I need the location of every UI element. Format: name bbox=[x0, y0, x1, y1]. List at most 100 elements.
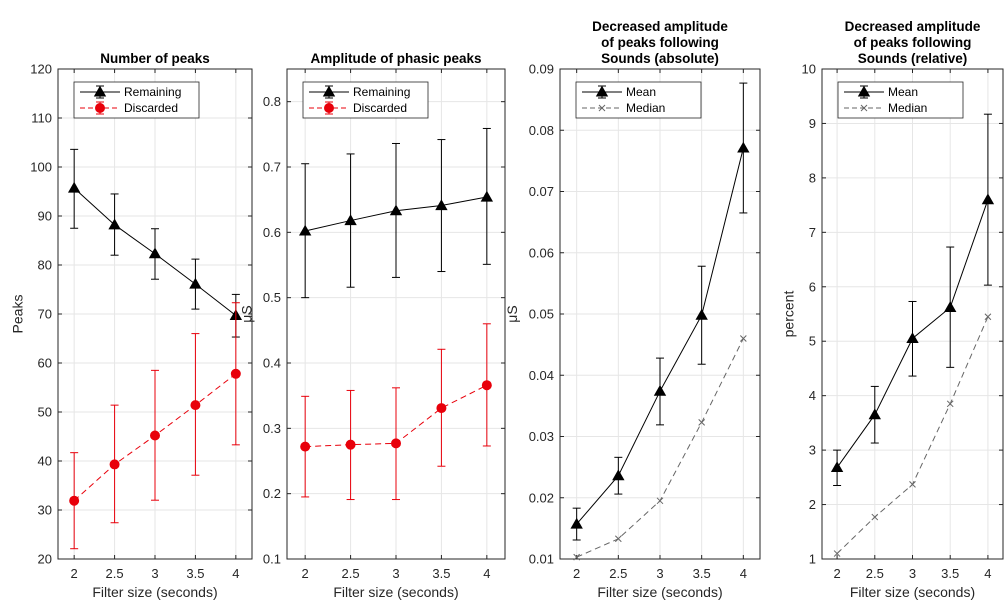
y-tick-label: 70 bbox=[38, 307, 52, 322]
series-2 bbox=[573, 335, 747, 561]
data-point bbox=[612, 469, 625, 481]
y-tick-label: 7 bbox=[809, 225, 816, 240]
y-tick-label: 0.7 bbox=[263, 160, 281, 175]
x-tick-label: 3.5 bbox=[693, 566, 711, 581]
series-2 bbox=[69, 302, 241, 550]
data-point bbox=[298, 224, 312, 236]
data-point bbox=[656, 497, 664, 505]
x-tick-label: 2 bbox=[573, 566, 580, 581]
data-point bbox=[148, 247, 162, 259]
legend-box bbox=[73, 81, 200, 119]
data-point bbox=[108, 218, 121, 230]
y-tick-label: 0.2 bbox=[263, 486, 281, 501]
x-tick-label: 3 bbox=[151, 566, 158, 581]
legend: Mean Median bbox=[575, 81, 702, 119]
y-tick-label: 9 bbox=[809, 116, 816, 131]
series-1 bbox=[830, 113, 995, 486]
x-axis-label: Filter size (seconds) bbox=[92, 584, 217, 600]
series-1 bbox=[570, 82, 750, 541]
y-tick-label: 80 bbox=[38, 258, 52, 273]
legend-label: Mean bbox=[626, 85, 656, 99]
data-point bbox=[573, 553, 581, 561]
data-point bbox=[109, 459, 120, 470]
y-tick-label: 6 bbox=[809, 279, 816, 294]
legend-marker bbox=[598, 104, 606, 112]
data-point bbox=[189, 277, 202, 289]
y-tick-label: 30 bbox=[38, 503, 52, 518]
chart-title: Amplitude of phasic peaks bbox=[310, 51, 481, 66]
data-point bbox=[695, 308, 708, 320]
x-tick-label: 2.5 bbox=[106, 566, 124, 581]
data-point bbox=[436, 403, 447, 414]
data-point bbox=[300, 441, 311, 452]
y-tick-label: 40 bbox=[38, 454, 52, 469]
y-tick-label: 5 bbox=[809, 334, 816, 349]
legend-label: Discarded bbox=[353, 101, 407, 115]
x-tick-label: 3.5 bbox=[941, 566, 959, 581]
x-marker-stroke bbox=[656, 497, 664, 505]
y-tick-label: 0.09 bbox=[529, 62, 554, 77]
x-tick-label: 3.5 bbox=[186, 566, 204, 581]
x-tick-label: 2.5 bbox=[609, 566, 627, 581]
data-point bbox=[944, 301, 957, 312]
data-point bbox=[653, 384, 667, 396]
series-2 bbox=[300, 323, 492, 501]
y-tick-label: 4 bbox=[809, 388, 816, 403]
legend-label: Remaining bbox=[124, 85, 181, 99]
data-point bbox=[391, 438, 401, 449]
y-tick-label: 60 bbox=[38, 356, 52, 371]
x-tick-label: 2 bbox=[302, 566, 309, 581]
y-tick-label: 1 bbox=[809, 552, 816, 567]
chart-title: Sounds (absolute) bbox=[601, 51, 719, 66]
y-tick-label: 0.01 bbox=[529, 552, 554, 567]
legend-label: Median bbox=[626, 101, 665, 115]
series-2 bbox=[833, 313, 992, 557]
data-point bbox=[69, 495, 80, 506]
data-point bbox=[389, 204, 403, 216]
x-tick-label: 4 bbox=[984, 566, 991, 581]
legend-marker bbox=[322, 85, 336, 97]
data-point bbox=[737, 141, 750, 153]
y-tick-label: 120 bbox=[30, 62, 52, 77]
x-tick-label: 4 bbox=[232, 566, 239, 581]
chart-title: Number of peaks bbox=[100, 51, 210, 66]
data-point bbox=[984, 313, 992, 321]
subplot-1: 2 2.5 3 3.5 4 20 30 40 50 60 70 80 90 100 110 120 Filter… bbox=[9, 51, 253, 600]
y-tick-label: 0.4 bbox=[263, 356, 281, 371]
legend: Remaining Discarded bbox=[302, 81, 429, 119]
subplot-2: 2 2.5 3 3.5 4 0.1 0.2 0.3 0.4 0.5 0.6 0.7 0.8 Filter … bbox=[238, 51, 506, 600]
x-tick-label: 3 bbox=[909, 566, 916, 581]
y-tick-label: 0.04 bbox=[529, 368, 554, 383]
legend-marker bbox=[95, 103, 105, 113]
x-marker-stroke bbox=[573, 553, 581, 561]
data-point bbox=[871, 513, 879, 521]
data-point bbox=[833, 550, 841, 557]
data-point bbox=[981, 193, 995, 205]
subplot-3: 2 2.5 3 3.5 4 0.01 0.02 0.03 0.04 0.05 0.06 0.07 0.0… bbox=[504, 19, 761, 600]
y-tick-label: 0.05 bbox=[529, 307, 554, 322]
y-tick-label: 3 bbox=[809, 443, 816, 458]
legend-box bbox=[302, 81, 429, 119]
x-tick-label: 3.5 bbox=[432, 566, 450, 581]
y-tick-label: 0.5 bbox=[263, 290, 281, 305]
data-point bbox=[739, 335, 747, 342]
data-point bbox=[946, 400, 954, 408]
data-point bbox=[830, 461, 844, 473]
chart-title: of peaks following bbox=[854, 35, 972, 50]
y-tick-label: 0.06 bbox=[529, 245, 554, 260]
y-axis-label: Peaks bbox=[9, 295, 25, 334]
y-tick-label: 0.07 bbox=[529, 184, 554, 199]
x-tick-label: 2 bbox=[833, 566, 840, 581]
y-tick-label: 50 bbox=[38, 405, 52, 420]
y-tick-label: 100 bbox=[30, 160, 52, 175]
x-tick-label: 2.5 bbox=[866, 566, 884, 581]
x-tick-label: 4 bbox=[740, 566, 747, 581]
data-point bbox=[230, 368, 241, 379]
x-marker-stroke bbox=[871, 513, 879, 521]
x-tick-label: 3 bbox=[656, 566, 663, 581]
legend-marker bbox=[857, 85, 871, 97]
data-point bbox=[67, 181, 81, 193]
data-point bbox=[345, 439, 356, 450]
data-point bbox=[150, 430, 160, 441]
